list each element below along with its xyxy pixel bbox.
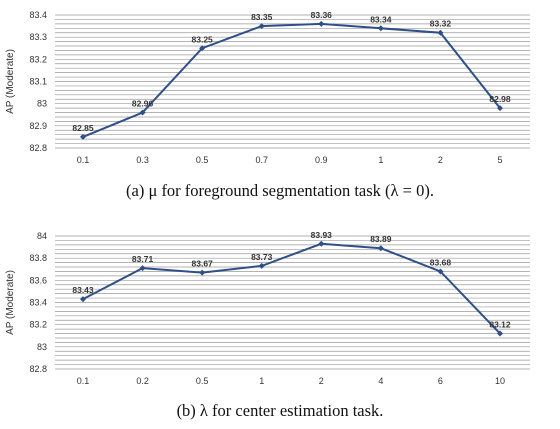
data-label: 83.35 — [251, 12, 273, 22]
y-tick-label: 83.4 — [29, 298, 47, 308]
x-tick-label: 0.5 — [196, 376, 209, 386]
x-tick-label: 0.1 — [77, 376, 90, 386]
data-label: 83.34 — [370, 14, 392, 24]
data-label: 83.68 — [430, 257, 452, 267]
data-point-marker — [80, 133, 86, 140]
data-point-marker — [497, 330, 503, 337]
series-line — [82, 242, 501, 335]
series-line — [82, 22, 501, 138]
data-point-marker — [139, 109, 146, 116]
x-tick-label: 1 — [259, 376, 264, 386]
data-point-marker — [258, 23, 265, 30]
x-tick-label: 2 — [319, 376, 324, 386]
y-axis-label: AP (Moderate) — [5, 270, 16, 335]
data-label: 83.32 — [430, 19, 452, 29]
data-point-marker — [437, 29, 444, 36]
data-label: 83.25 — [192, 34, 214, 44]
data-label: 83.71 — [132, 254, 154, 264]
data-point-marker — [497, 105, 503, 112]
data-point-marker — [80, 296, 86, 303]
data-label: 83.67 — [192, 259, 214, 269]
data-point-marker — [318, 20, 325, 27]
x-tick-label: 6 — [438, 376, 443, 386]
y-axis-label: AP (Moderate) — [5, 49, 16, 114]
data-point-marker — [437, 268, 444, 275]
data-point-marker — [377, 25, 384, 32]
x-tick-label: 1 — [378, 155, 383, 165]
figure-caption: (b) λ for center estimation task. — [177, 401, 384, 420]
y-tick-label: 83.6 — [29, 275, 47, 285]
x-tick-label: 0.2 — [136, 376, 149, 386]
x-tick-label: 0.3 — [136, 155, 149, 165]
y-tick-label: 82.8 — [29, 143, 47, 153]
y-tick-label: 83.3 — [29, 32, 47, 42]
y-tick-label: 83 — [37, 342, 47, 352]
chart-center-estimation: 82.8 83 83.2 83.4 83.6 83.8 84 AP (Moderate) 0.1… — [5, 230, 530, 420]
y-tick-label: 83.4 — [29, 10, 47, 20]
data-label: 83.36 — [311, 10, 333, 20]
data-point-marker — [377, 245, 384, 252]
y-tick-label: 83.2 — [29, 54, 47, 64]
data-point-marker — [199, 269, 206, 276]
y-tick-label: 82.8 — [29, 364, 47, 374]
data-label: 82.98 — [489, 94, 511, 104]
data-point-marker — [318, 240, 325, 247]
chart-foreground-segmentation: 82.8 82.9 83 83.1 83.2 83.3 83.4 AP (Moderate) 0… — [5, 10, 530, 200]
y-tick-label: 83 — [37, 99, 47, 109]
y-tick-label: 83.2 — [29, 320, 47, 330]
data-point-marker — [199, 45, 206, 52]
data-label: 83.89 — [370, 234, 392, 244]
x-tick-label: 5 — [497, 155, 502, 165]
x-tick-label: 4 — [378, 376, 383, 386]
y-tick-label: 82.9 — [29, 121, 47, 131]
x-tick-label: 0.5 — [196, 155, 209, 165]
data-label: 82.96 — [132, 99, 154, 109]
data-label: 83.43 — [72, 285, 94, 295]
data-point-marker — [258, 262, 265, 269]
y-tick-label: 84 — [37, 231, 47, 241]
data-label: 83.12 — [489, 320, 511, 330]
data-label: 83.73 — [251, 252, 273, 262]
data-label: 83.93 — [311, 230, 333, 240]
x-tick-label: 10 — [495, 376, 505, 386]
x-tick-label: 0.9 — [315, 155, 328, 165]
data-label: 82.85 — [72, 123, 94, 133]
x-tick-label: 0.1 — [77, 155, 90, 165]
figure-caption: (a) μ for foreground segmentation task (… — [126, 181, 434, 200]
data-point-marker — [139, 265, 146, 272]
x-tick-label: 0.7 — [255, 155, 268, 165]
y-tick-label: 83.1 — [29, 77, 47, 87]
y-tick-label: 83.8 — [29, 253, 47, 263]
x-tick-label: 2 — [438, 155, 443, 165]
